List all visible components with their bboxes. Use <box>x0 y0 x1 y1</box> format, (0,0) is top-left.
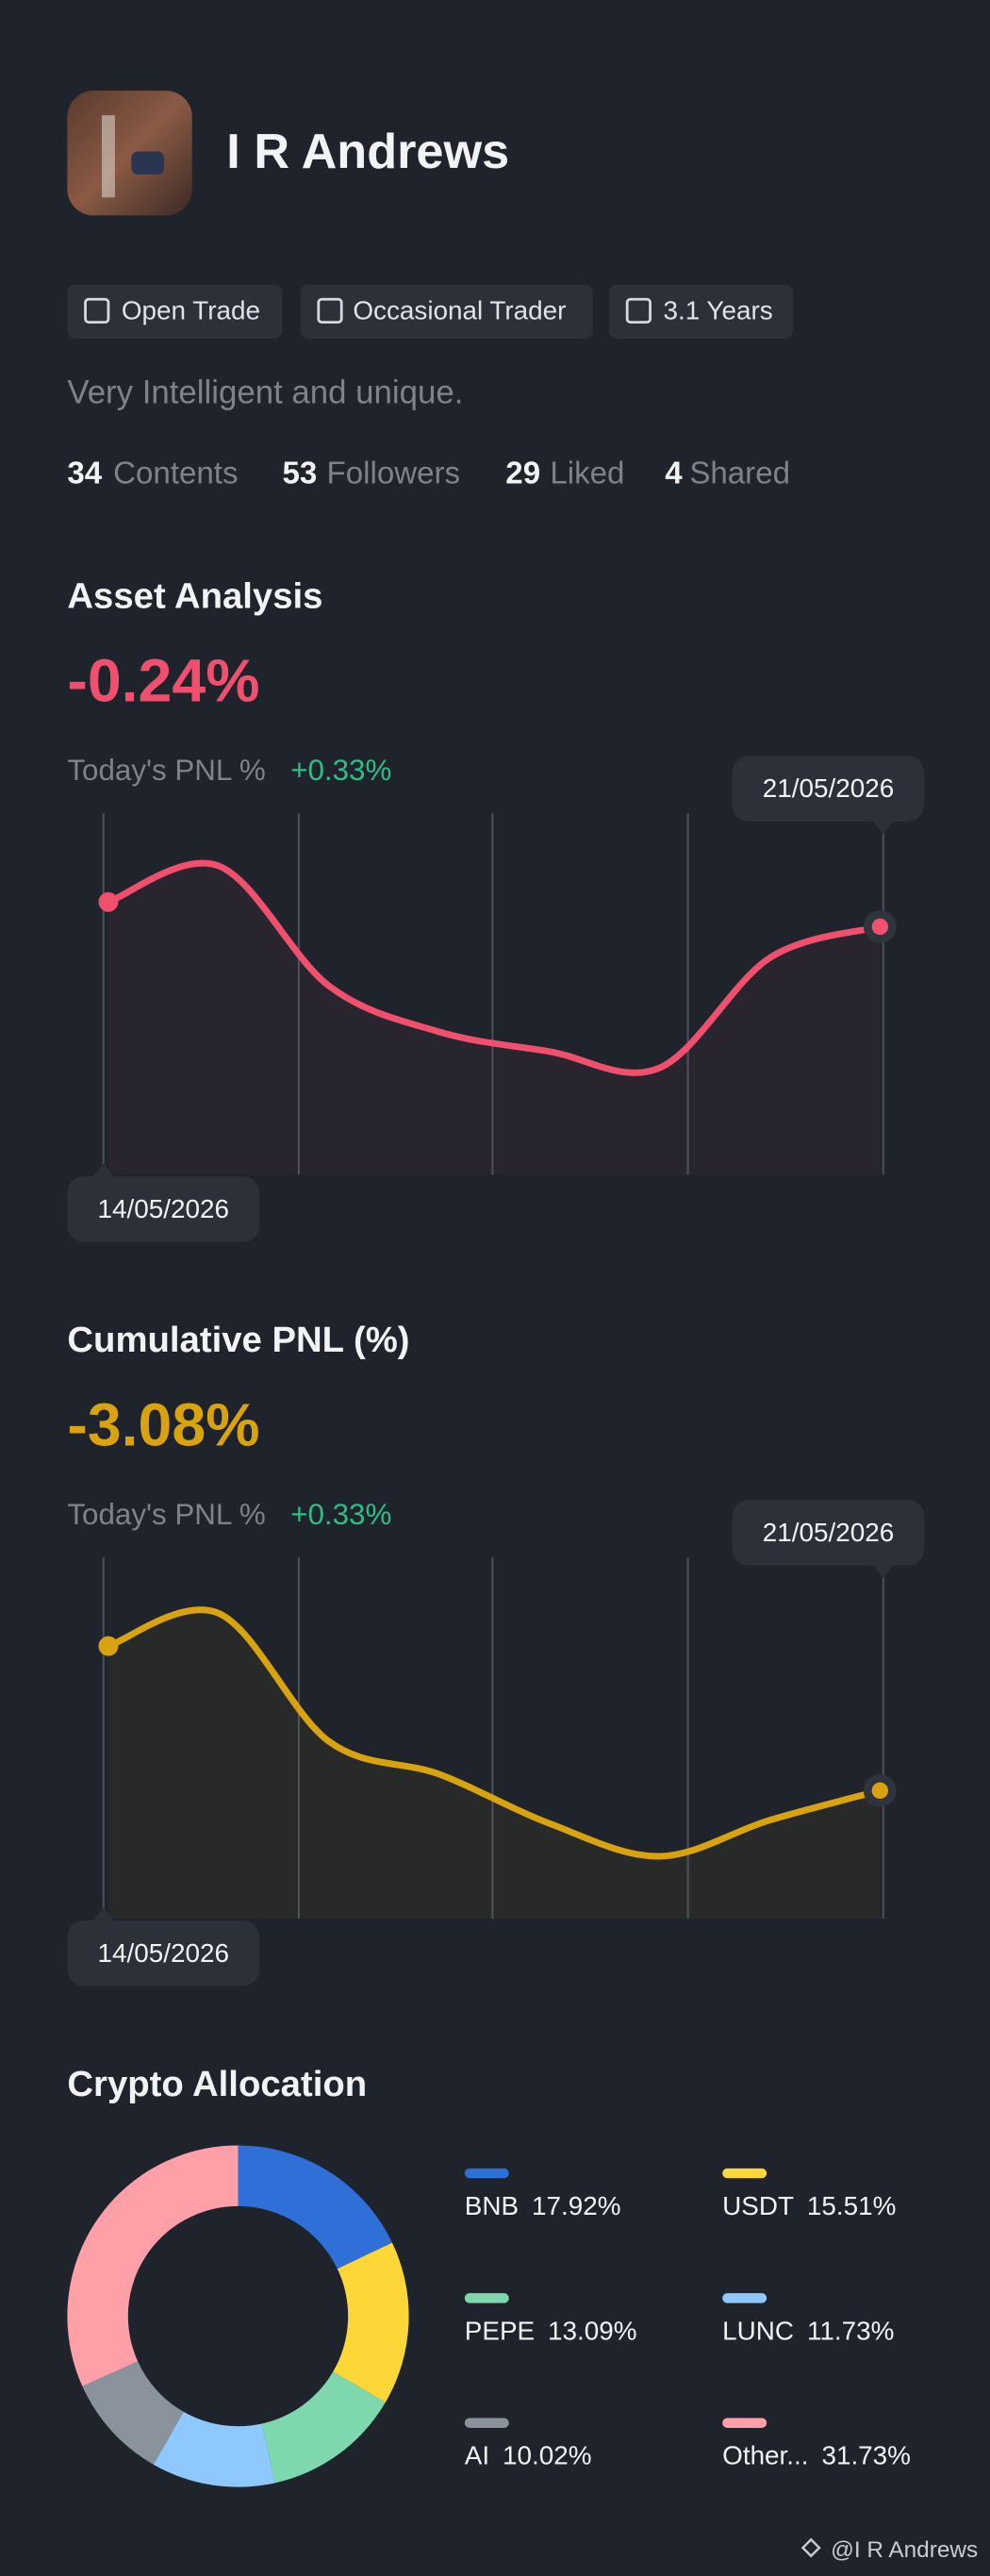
tooltip-tail <box>873 1565 894 1579</box>
legend-label: PEPE <box>465 2316 535 2345</box>
tooltip <box>67 1176 260 1242</box>
badge <box>67 284 283 340</box>
tooltip-label: 14/05/2026 <box>98 1938 229 1968</box>
badge <box>300 284 593 340</box>
point <box>871 918 889 936</box>
tooltip <box>732 1500 925 1566</box>
profile-name: I R Andrews <box>226 125 509 179</box>
tooltip-label: 21/05/2026 <box>763 1518 894 1547</box>
headline-value: -3.08% <box>67 1390 259 1458</box>
pie-slice <box>238 2145 392 2269</box>
section-title: Crypto Allocation <box>67 2064 367 2104</box>
legend-value: 13.09% <box>548 2316 636 2345</box>
tooltip <box>732 756 925 822</box>
stat-label: Liked <box>550 456 624 490</box>
section-title: Cumulative PNL (%) <box>67 1320 409 1360</box>
legend-label: LUNC <box>722 2316 794 2345</box>
legend-label: AI <box>465 2441 489 2470</box>
line <box>105 1606 883 1860</box>
bio: Very Intelligent and unique. <box>67 374 463 410</box>
section-title: Asset Analysis <box>67 575 322 616</box>
pnl-value: +0.33% <box>290 754 391 787</box>
badge <box>609 284 794 340</box>
avatar-detail <box>131 151 165 175</box>
legend-value: 10.02% <box>503 2441 592 2470</box>
pie-slice <box>261 2371 386 2484</box>
legend-swatch <box>464 2168 509 2179</box>
point <box>98 891 119 912</box>
pie-slice <box>67 2145 239 2386</box>
badge-label: 3.1 Years <box>663 296 772 325</box>
badge-label: Occasional Trader <box>353 296 566 325</box>
line <box>105 859 883 1076</box>
badge-label: Open Trade <box>122 296 260 325</box>
legend-swatch <box>722 2418 767 2428</box>
legend-swatch <box>464 2418 509 2428</box>
stat-label: Contents <box>113 456 238 490</box>
area <box>107 1609 881 1920</box>
legend-label: Other... <box>722 2441 808 2470</box>
point <box>98 1636 119 1656</box>
pie-slice <box>153 2411 275 2487</box>
area <box>107 863 881 1175</box>
legend-value: 15.51% <box>807 2191 897 2220</box>
stat-value: 34 <box>67 456 102 490</box>
avatar <box>67 91 192 216</box>
pnl-value: +0.33% <box>290 1498 391 1531</box>
pie-slice <box>333 2242 409 2403</box>
stat-label: Shared <box>689 456 790 490</box>
legend-label: BNB <box>465 2191 519 2220</box>
legend-value: 11.73% <box>807 2316 894 2345</box>
legend-value: 17.92% <box>532 2191 621 2220</box>
pnl-label: Today's PNL % <box>67 1498 265 1531</box>
tooltip-tail <box>93 1163 114 1177</box>
legend-swatch <box>722 2293 767 2303</box>
stat-value: 4 <box>665 456 683 490</box>
pnl-label: Today's PNL % <box>67 754 265 787</box>
stat-value: 29 <box>505 456 540 490</box>
legend-label: USDT <box>722 2191 794 2220</box>
stat-label: Followers <box>327 456 461 490</box>
pie-slice <box>82 2361 184 2465</box>
badge-icon <box>625 297 652 324</box>
badge-icon <box>317 297 343 324</box>
tooltip <box>67 1920 260 1986</box>
point <box>871 1782 889 1800</box>
legend-swatch <box>464 2293 509 2303</box>
watermark: @I R Andrews <box>831 2537 978 2563</box>
legend-swatch <box>722 2168 767 2179</box>
badge-icon <box>84 297 110 324</box>
tooltip-label: 21/05/2026 <box>763 773 894 803</box>
tooltip-label: 14/05/2026 <box>98 1194 229 1223</box>
stat-value: 53 <box>283 456 318 490</box>
watermark-icon <box>800 2537 821 2558</box>
legend-value: 31.73% <box>821 2441 911 2470</box>
tooltip-tail <box>93 1906 114 1920</box>
headline-value: -0.24% <box>67 646 259 714</box>
tooltip-tail <box>873 821 894 835</box>
avatar-detail <box>101 115 115 198</box>
